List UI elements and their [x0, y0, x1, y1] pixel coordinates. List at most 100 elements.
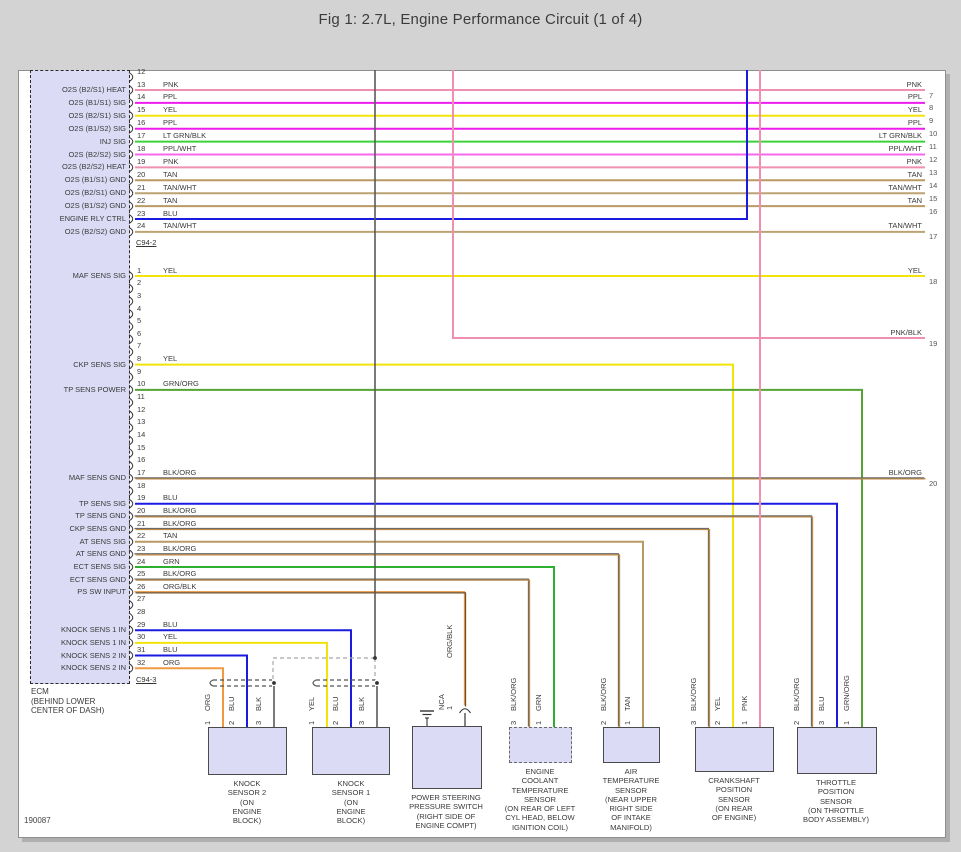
power-steering-pressure-switch-box [412, 726, 482, 789]
ecm-name-line: CENTER OF DASH) [31, 706, 105, 715]
ecm-pin-number: 10 [137, 379, 146, 389]
ecm-pin-number: 19 [137, 493, 146, 503]
wire-color-label: PPL [163, 92, 178, 102]
ecm-pin-number: 28 [137, 607, 146, 617]
wire-color-label: YEL [163, 265, 178, 275]
wire-color-label: YEL [163, 632, 178, 642]
ecm-pin-number: 30 [137, 632, 146, 642]
component-pin-number: 1 [445, 705, 454, 710]
wire-number: 17 [929, 232, 938, 242]
ecm-pin-number: 16 [137, 118, 146, 128]
ecm-pin-label: KNOCK SENS 2 IN [60, 650, 126, 660]
component-pin-number: 1 [307, 720, 316, 725]
ecm-pin-number: 9 [137, 366, 142, 376]
component-pin-number: 1 [203, 720, 212, 725]
wire-color-label: TAN/WHT [163, 182, 197, 192]
wire-color-label: PNK/BLK [890, 327, 922, 337]
component-pin-number: 2 [227, 720, 236, 725]
wire-color-label: BLK/ORG [163, 505, 197, 515]
ecm-pin-number: 15 [137, 105, 146, 115]
ecm-pin-number: 21 [137, 518, 146, 528]
wire-color-label: BLK/ORG [163, 543, 197, 553]
wire-color-label: PNK [163, 156, 179, 166]
drawing-number: 190087 [24, 816, 51, 825]
power-steering-pressure-switch-label: POWER STEERING PRESSURE SWITCH (RIGHT SIDE… [409, 793, 483, 830]
wire-number: 9 [929, 116, 934, 126]
wire-number: 19 [929, 338, 938, 348]
ecm-pin-number: 18 [137, 480, 146, 490]
ecm-location-label: ECM (BEHIND LOWER CENTER OF DASH) [31, 687, 104, 716]
wire-color-label: PPL [163, 118, 178, 128]
ecm-pin-number: 13 [137, 417, 146, 427]
ecm-pin-number: 4 [137, 303, 142, 313]
ecm-pin-label: INJ SIG [99, 136, 126, 146]
wire-number: 13 [929, 167, 938, 177]
wire-color-label: PPL [907, 92, 922, 102]
wire-color-label: GRN [163, 556, 180, 566]
ecm-pin-number: 17 [137, 467, 146, 477]
ecm-pin-label: AT SENS SIG [79, 536, 126, 546]
wire-color-label: BLU [163, 493, 178, 503]
ecm-pin-label: O2S (B1/S1) SIG [68, 97, 126, 107]
wire-color-label-vertical: BLU [227, 696, 236, 711]
component-pin-number: 2 [713, 720, 722, 725]
throttle-position-sensor-box [797, 727, 877, 774]
engine-coolant-temperature-sensor-box [509, 727, 572, 763]
ecm-pin-number: 21 [137, 182, 146, 192]
wire-color-label-vertical: BLK/ORG [599, 677, 608, 711]
ecm-pin-number: 7 [137, 341, 142, 351]
air-temperature-sensor-box [603, 727, 660, 763]
wire-color-label: PPL/WHT [888, 144, 922, 153]
wire-color-label: BLK/ORG [163, 467, 197, 477]
ecm-pin-number: 14 [137, 430, 146, 439]
ecm-pin-label: TP SENS POWER [63, 384, 126, 394]
wire-color-label: TAN [163, 195, 178, 205]
wire-color-label: BLU [163, 208, 178, 218]
ecm-pin-number: 1 [137, 265, 142, 275]
ecm-pin-number: 5 [137, 316, 142, 326]
component-pin-number: 2 [331, 720, 340, 725]
component-pin-number: 3 [817, 720, 826, 725]
wire-color-label: BLU [163, 619, 178, 629]
ecm-pin-label: O2S (B2/S1) SIG [68, 110, 126, 120]
wire-color-label-vertical: ORG [203, 693, 212, 711]
wire-color-label: GRN/ORG [163, 379, 199, 389]
component-pin-number: 1 [740, 720, 749, 725]
wire-number: 12 [929, 155, 938, 164]
wire-color-label-vertical: YEL [713, 696, 722, 711]
ecm-pin-number: 18 [137, 144, 146, 153]
wire-color-label: TAN [163, 169, 178, 179]
wire-number: 16 [929, 206, 938, 216]
component-pin-number: 3 [689, 720, 698, 725]
wire-color-label: PPL/WHT [163, 144, 197, 153]
ecm-pin-number: 16 [137, 455, 146, 465]
ecm-pin-label: TP SENS SIG [79, 498, 126, 508]
ecm-pin-label: O2S (B2/S1) GND [64, 188, 126, 198]
wire-color-label: BLU [163, 645, 178, 654]
wire-color-label: PNK [906, 79, 922, 89]
wire-color-label: BLK/ORG [163, 518, 197, 528]
connector-label: C94-3 [136, 675, 157, 684]
wire-number: 18 [929, 276, 938, 286]
ecm-pin-label: ECT SENS GND [69, 574, 126, 584]
air-temperature-sensor-label: AIR TEMPERATURE SENSOR (NEAR UPPER RIGHT SID… [602, 767, 660, 832]
wire-color-label-vertical: BLK [357, 696, 366, 711]
wire-color-label: LT GRN/BLK [878, 131, 922, 141]
ecm-pin-number: 25 [137, 569, 146, 579]
ecm-pin-label: KNOCK SENS 1 IN [60, 625, 126, 635]
wire-color-label-vertical: BLK [254, 696, 263, 711]
ecm-pin-number: 29 [137, 619, 146, 629]
ecm-pin-number: 23 [137, 208, 146, 218]
knock-sensor-2-box [208, 727, 287, 775]
crankshaft-position-sensor-label: CRANKSHAFT POSITION SENSOR (ON REAR OF ENGIN… [708, 776, 760, 823]
wire-color-label-vertical: BLK/ORG [509, 677, 518, 711]
ecm-pin-number: 2 [137, 278, 142, 288]
ecm-pin-label: ECT SENS SIG [73, 562, 126, 571]
knock-sensor-1-label: KNOCK SENSOR 1 (ON ENGINE BLOCK) [331, 779, 371, 826]
wire-color-label-vertical: PNK [740, 695, 749, 711]
component-pin-number: 3 [509, 720, 518, 725]
wire-color-label: TAN [907, 169, 922, 179]
ecm-connector-block [30, 70, 130, 684]
ecm-pin-number: 20 [137, 169, 146, 179]
throttle-position-sensor-label: THROTTLE POSITION SENSOR (ON THROTTLE BODY A… [803, 778, 869, 825]
